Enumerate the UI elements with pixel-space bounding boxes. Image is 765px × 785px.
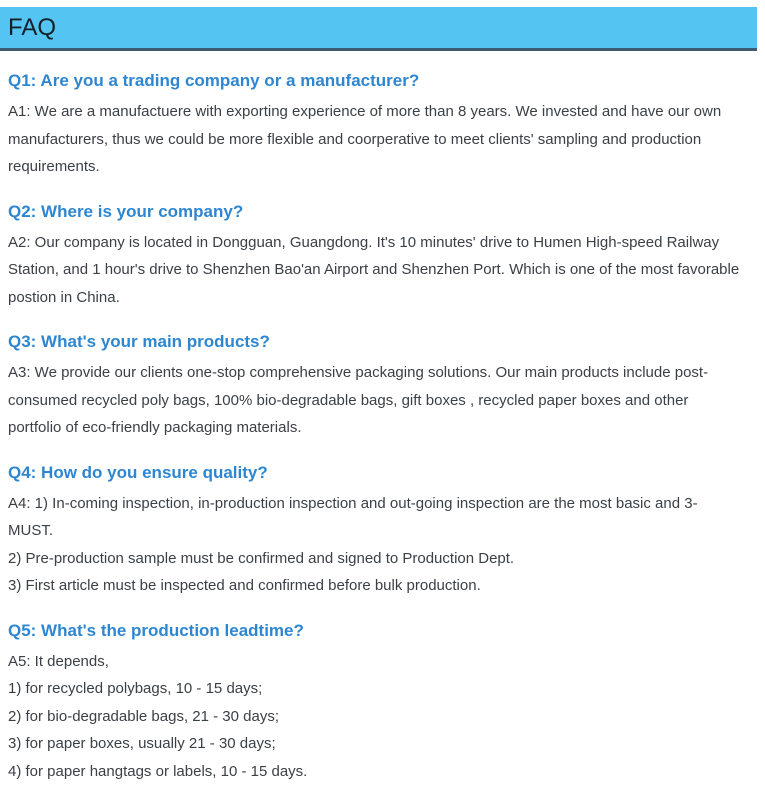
faq-item-q4: Q4: How do you ensure quality? A4: 1) In… — [8, 462, 741, 600]
faq-answer-line: 3) for paper boxes, usually 21 - 30 days… — [8, 730, 741, 758]
faq-answer-line: 2) Pre-production sample must be confirm… — [8, 545, 741, 573]
faq-page: FAQ Q1: Are you a trading company or a m… — [0, 7, 765, 785]
faq-item-q2: Q2: Where is your company? A2: Our compa… — [8, 201, 741, 312]
faq-answer-line: A3: We provide our clients one-stop comp… — [8, 359, 741, 442]
faq-question: Q1: Are you a trading company or a manuf… — [8, 70, 741, 92]
faq-header-title: FAQ — [8, 16, 56, 40]
faq-answer-line: A1: We are a manufactuere with exporting… — [8, 98, 741, 181]
faq-question: Q5: What's the production leadtime? — [8, 620, 741, 642]
faq-answer-line: A2: Our company is located in Dongguan, … — [8, 229, 741, 312]
faq-item-q1: Q1: Are you a trading company or a manuf… — [8, 70, 741, 181]
faq-answer-line: 3) First article must be inspected and c… — [8, 572, 741, 600]
faq-answer-line: 1) for recycled polybags, 10 - 15 days; — [8, 675, 741, 703]
faq-item-q3: Q3: What's your main products? A3: We pr… — [8, 331, 741, 442]
faq-question: Q2: Where is your company? — [8, 201, 741, 223]
faq-question: Q4: How do you ensure quality? — [8, 462, 741, 484]
faq-content: Q1: Are you a trading company or a manuf… — [0, 70, 765, 785]
faq-answer-line: 4) for paper hangtags or labels, 10 - 15… — [8, 758, 741, 785]
faq-item-q5: Q5: What's the production leadtime? A5: … — [8, 620, 741, 785]
faq-answer-line: A4: 1) In-coming inspection, in-producti… — [8, 490, 741, 545]
faq-header-bar: FAQ — [0, 7, 757, 51]
faq-answer-line: 2) for bio-degradable bags, 21 - 30 days… — [8, 703, 741, 731]
faq-question: Q3: What's your main products? — [8, 331, 741, 353]
faq-answer-line: A5: It depends, — [8, 648, 741, 676]
